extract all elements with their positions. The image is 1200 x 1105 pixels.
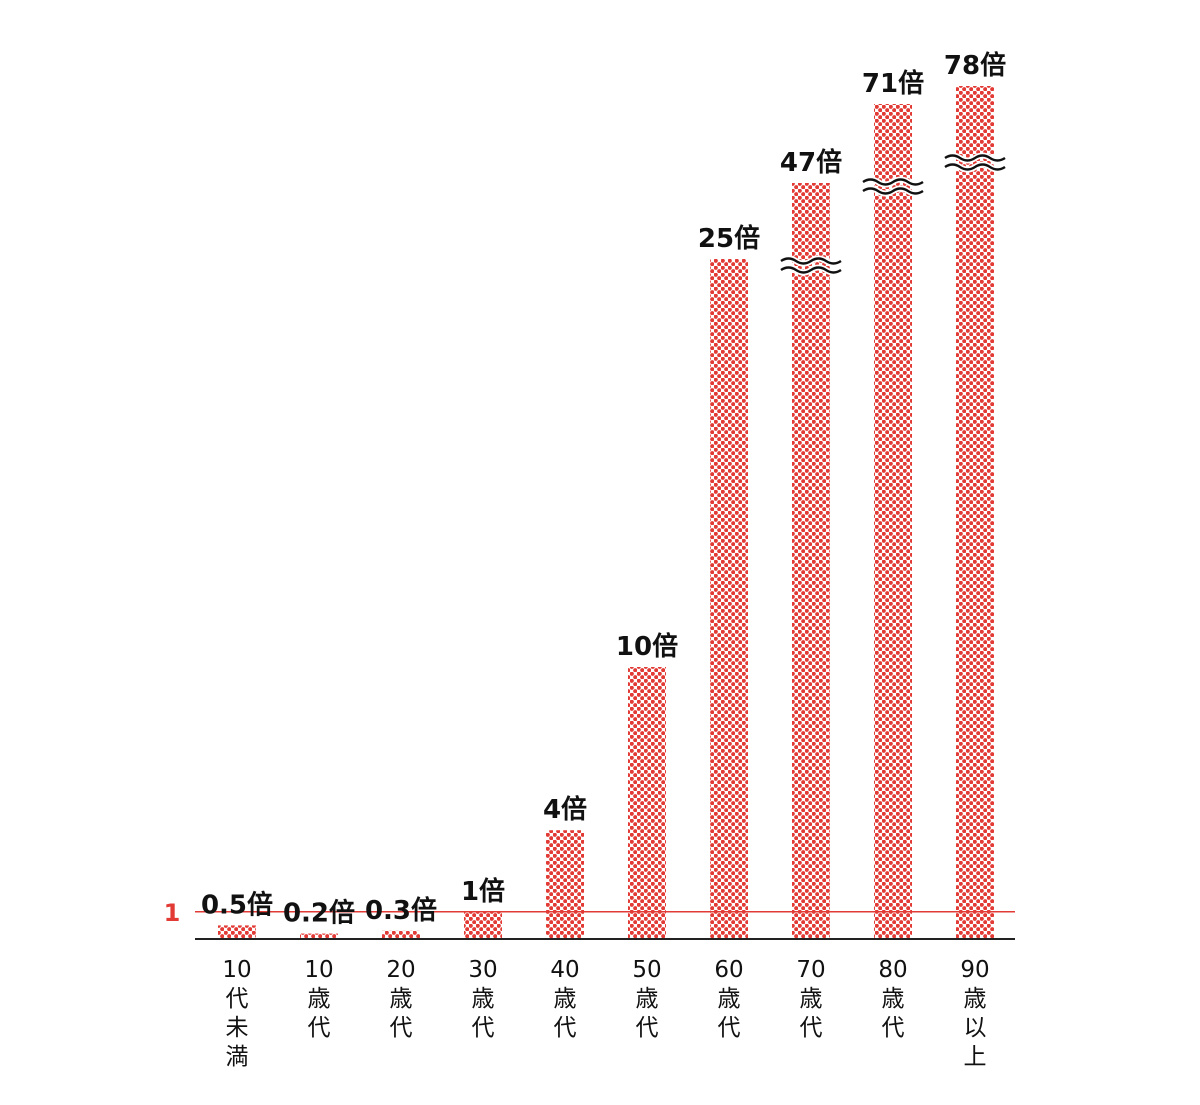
category-label: 代 [472, 1015, 495, 1041]
bar-value-label: 47倍 [780, 147, 842, 178]
axis-breaks-group [779, 152, 1007, 276]
category-label: 代 [636, 1015, 659, 1041]
bars-group [218, 86, 994, 939]
category-label: 未 [226, 1015, 249, 1041]
bar [792, 183, 830, 939]
category-label: 歳 [718, 986, 741, 1012]
category-label: 60 [714, 957, 743, 983]
category-label: 歳 [964, 986, 987, 1012]
category-label: 歳 [390, 986, 413, 1012]
category-label: 10 [222, 957, 251, 983]
category-labels-group: 10代未満10歳代20歳代30歳代40歳代50歳代60歳代70歳代80歳代90歳… [222, 957, 989, 1070]
category-label: 50 [632, 957, 661, 983]
category-label: 40 [550, 957, 579, 983]
bar [546, 830, 584, 939]
bar [956, 86, 994, 939]
category-label: 歳 [800, 986, 823, 1012]
category-label: 上 [964, 1044, 987, 1070]
bar [218, 925, 256, 939]
value-labels-group: 0.5倍 0.2倍 0.3倍 1倍 4倍 10倍 25倍 47倍 71倍 78倍 [201, 50, 1006, 929]
category-label: 歳 [472, 986, 495, 1012]
bar-value-label: 0.2倍 [283, 898, 355, 929]
category-label: 70 [796, 957, 825, 983]
bar-value-label: 1倍 [461, 876, 505, 907]
category-label: 代 [718, 1015, 741, 1041]
bar [300, 933, 338, 939]
bar-value-label: 0.5倍 [201, 889, 273, 920]
category-label: 20 [386, 957, 415, 983]
category-label: 代 [226, 986, 249, 1012]
bar-value-label: 71倍 [862, 68, 924, 99]
bar [874, 104, 912, 939]
category-label: 満 [226, 1044, 249, 1070]
category-label: 歳 [636, 986, 659, 1012]
category-label: 代 [390, 1015, 413, 1041]
category-label: 10 [304, 957, 333, 983]
category-label: 歳 [554, 986, 577, 1012]
bar-value-label: 25倍 [698, 223, 760, 254]
bar [382, 930, 420, 939]
category-label: 80 [878, 957, 907, 983]
axis-break-mark [944, 154, 1006, 162]
axis-break-mark [780, 257, 842, 265]
bar [464, 911, 502, 939]
axis-break-mark [862, 178, 924, 186]
bar-value-label: 78倍 [944, 50, 1006, 81]
category-label: 代 [308, 1015, 331, 1041]
axis-break-mark [862, 187, 924, 195]
category-label: 代 [800, 1015, 823, 1041]
category-label: 以 [964, 1015, 987, 1041]
bar [628, 667, 666, 939]
bar [710, 259, 748, 939]
bar-value-label: 0.3倍 [365, 895, 437, 926]
reference-line-label: 1 [164, 899, 181, 927]
axis-break-mark [944, 163, 1006, 171]
category-label: 代 [554, 1015, 577, 1041]
axis-break-mark [780, 266, 842, 274]
category-label: 代 [882, 1015, 905, 1041]
category-label: 歳 [882, 986, 905, 1012]
category-label: 30 [468, 957, 497, 983]
bar-value-label: 4倍 [543, 794, 587, 825]
category-label: 90 [960, 957, 989, 983]
category-label: 歳 [308, 986, 331, 1012]
bar-value-label: 10倍 [616, 631, 678, 662]
